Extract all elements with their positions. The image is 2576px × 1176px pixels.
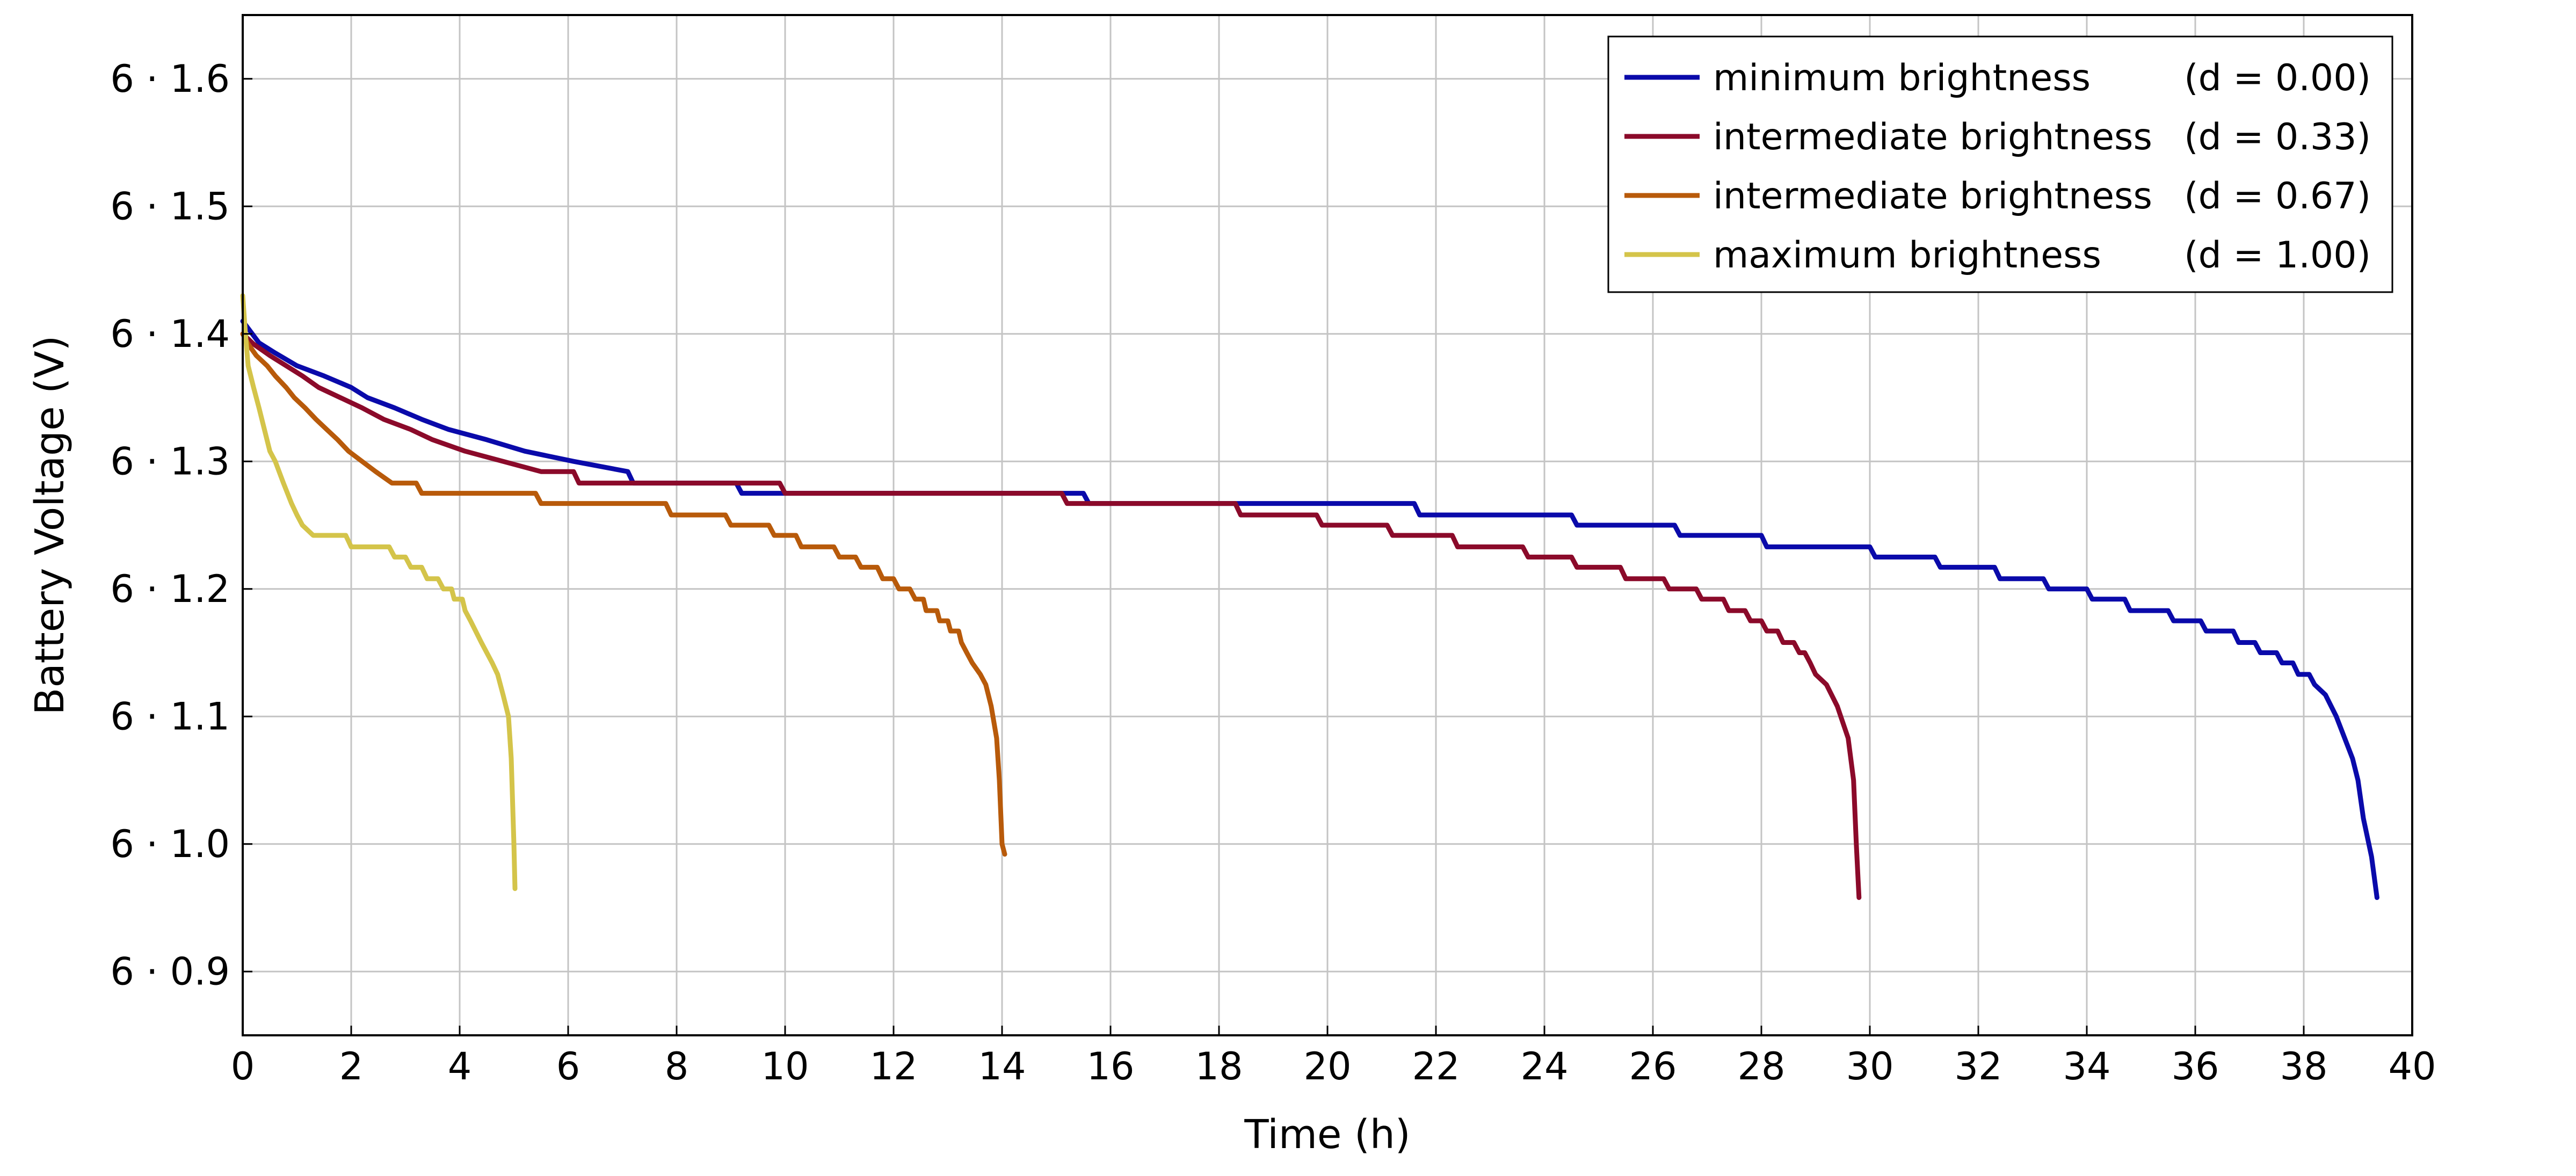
x-tick-label: 12: [869, 1044, 917, 1088]
y-tick-label: 6 · 1.1: [110, 694, 230, 738]
legend-param: (d = 0.00): [2184, 57, 2371, 99]
y-tick-label: 6 · 1.5: [110, 184, 230, 228]
x-tick-label: 14: [978, 1044, 1026, 1088]
y-tick-label: 6 · 1.6: [110, 57, 230, 101]
x-tick-label: 16: [1086, 1044, 1134, 1088]
x-tick-label: 20: [1303, 1044, 1351, 1088]
y-tick-label: 6 · 0.9: [110, 949, 230, 993]
x-tick-label: 18: [1195, 1044, 1243, 1088]
x-tick-label: 36: [2171, 1044, 2219, 1088]
legend-label: intermediate brightness: [1713, 175, 2152, 217]
legend-box: [1607, 35, 2393, 293]
y-tick-label: 6 · 1.2: [110, 567, 230, 611]
x-tick-label: 34: [2063, 1044, 2110, 1088]
x-tick-label: 22: [1412, 1044, 1460, 1088]
x-tick-label: 4: [448, 1044, 472, 1088]
y-tick-label: 6 · 1.3: [110, 439, 230, 483]
series-line-2: [240, 331, 1007, 857]
series-line-1: [240, 331, 1862, 900]
x-tick-label: 0: [231, 1044, 255, 1088]
x-tick-label: 8: [665, 1044, 689, 1088]
legend-label: intermediate brightness: [1713, 116, 2152, 158]
series-line-3: [240, 293, 518, 891]
x-tick-label: 26: [1629, 1044, 1677, 1088]
legend-param: (d = 1.00): [2184, 234, 2371, 277]
legend-label: maximum brightness: [1713, 234, 2101, 277]
y-tick-label: 6 · 1.0: [110, 822, 230, 866]
x-tick-label: 10: [761, 1044, 809, 1088]
legend-label: minimum brightness: [1713, 57, 2091, 99]
legend: minimum brightness (d = 0.00) intermediate…: [1607, 35, 2393, 293]
x-tick-label: 24: [1520, 1044, 1568, 1088]
tick-labels: 0 2 4 6 8 10 12 14 16 18 20 22 24 26 28 30 32 34 36 38 406 ·…: [110, 57, 2436, 1088]
legend-param: (d = 0.67): [2184, 175, 2371, 217]
x-tick-label: 38: [2280, 1044, 2327, 1088]
x-axis-title: Time (h): [1244, 1112, 1410, 1158]
x-tick-label: 40: [2388, 1044, 2436, 1088]
x-tick-label: 28: [1737, 1044, 1785, 1088]
x-tick-label: 2: [339, 1044, 364, 1088]
x-tick-label: 30: [1846, 1044, 1893, 1088]
legend-param: (d = 0.33): [2184, 116, 2371, 158]
x-tick-label: 6: [556, 1044, 580, 1088]
x-tick-label: 32: [1954, 1044, 2002, 1088]
series-lines: [240, 293, 2379, 900]
y-axis-title: Battery Voltage (V): [27, 336, 73, 715]
series-line-0: [240, 318, 2379, 900]
y-tick-label: 6 · 1.4: [110, 312, 230, 356]
